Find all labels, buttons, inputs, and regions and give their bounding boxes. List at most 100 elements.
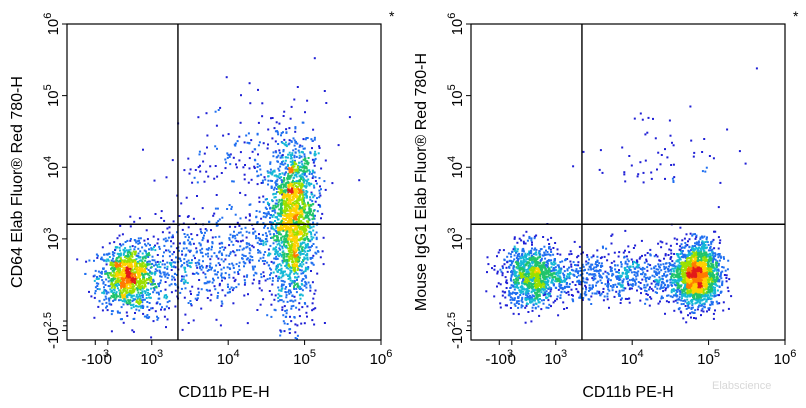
density-dot — [160, 308, 162, 311]
density-dot — [139, 250, 142, 253]
density-dot — [303, 231, 306, 234]
density-dot — [295, 226, 298, 229]
density-dot — [189, 290, 192, 293]
density-dot — [252, 246, 255, 249]
density-dot — [233, 280, 236, 283]
density-dot — [276, 191, 278, 194]
density-dot — [154, 268, 157, 271]
density-dot — [218, 284, 221, 287]
density-dot — [295, 191, 298, 194]
density-dot — [285, 233, 288, 236]
density-dot — [278, 247, 281, 250]
density-dot — [245, 230, 248, 233]
density-dot — [529, 252, 531, 254]
density-dot — [119, 265, 122, 268]
density-dot — [487, 263, 490, 266]
density-dot — [262, 244, 265, 247]
density-dot — [270, 293, 273, 296]
density-dot — [232, 264, 235, 267]
density-dot — [99, 271, 102, 274]
density-dot — [112, 300, 115, 302]
density-dot — [291, 161, 294, 164]
density-dot — [130, 254, 133, 257]
density-dot — [135, 295, 138, 298]
density-dot — [114, 261, 117, 264]
density-dot — [529, 259, 532, 262]
density-dot — [276, 226, 279, 229]
density-dot — [529, 273, 532, 276]
density-dot — [271, 117, 274, 119]
density-dot — [293, 228, 296, 231]
density-dot — [117, 270, 120, 273]
density-dot — [273, 207, 276, 210]
density-dot — [303, 172, 306, 175]
density-dot — [276, 279, 279, 282]
density-dot — [310, 226, 313, 229]
density-dot — [299, 177, 302, 180]
density-dot — [304, 280, 307, 283]
density-dot — [252, 231, 255, 234]
density-dot — [544, 284, 547, 287]
density-dot — [501, 272, 504, 275]
density-dot — [301, 246, 304, 249]
density-dot — [277, 154, 280, 157]
density-dot — [149, 270, 151, 273]
density-dot — [270, 214, 272, 216]
density-dot — [516, 285, 519, 288]
density-dot — [544, 292, 546, 295]
density-dot — [151, 255, 154, 258]
density-dot — [293, 165, 296, 168]
density-dot — [537, 281, 540, 284]
density-dot — [515, 281, 517, 284]
density-dot — [218, 218, 221, 221]
density-dot — [282, 186, 285, 189]
density-dot — [287, 226, 290, 228]
density-dot — [302, 165, 305, 168]
density-dot — [211, 236, 214, 239]
density-dot — [174, 266, 177, 269]
density-dot — [297, 230, 300, 233]
density-dot — [280, 132, 283, 135]
density-dot — [543, 251, 546, 254]
density-dot — [527, 264, 530, 267]
density-dot — [292, 221, 295, 224]
density-dot — [119, 252, 122, 255]
density-dot — [170, 264, 172, 267]
density-dot — [717, 256, 720, 259]
density-dot — [311, 281, 314, 284]
density-dot — [125, 277, 128, 280]
density-dot — [281, 191, 284, 194]
density-dot — [210, 255, 213, 258]
density-dot — [531, 306, 534, 309]
density-dot — [296, 248, 299, 251]
density-dot — [293, 189, 296, 192]
density-dot — [678, 279, 681, 282]
density-dot — [94, 290, 97, 292]
density-dot — [144, 259, 147, 262]
density-dot — [564, 279, 567, 282]
density-dot — [301, 200, 304, 203]
density-dot — [302, 241, 305, 244]
density-dot — [672, 267, 675, 270]
density-dot — [132, 260, 135, 262]
density-dot — [195, 271, 198, 274]
density-dot — [282, 320, 285, 323]
density-dot — [271, 236, 274, 239]
density-dot — [258, 210, 261, 213]
density-dot — [240, 94, 242, 97]
density-dot — [278, 173, 281, 176]
density-dot — [517, 295, 520, 298]
density-dot — [542, 261, 545, 264]
density-dot — [305, 182, 308, 185]
density-dot — [209, 165, 212, 168]
density-dot — [195, 247, 198, 250]
density-dot — [183, 242, 186, 245]
density-dot — [282, 149, 285, 151]
density-dot — [234, 213, 237, 216]
density-dot — [120, 273, 123, 276]
density-dot — [212, 277, 214, 280]
density-dot — [305, 190, 308, 192]
density-dot — [296, 86, 299, 88]
density-dot — [146, 260, 149, 263]
